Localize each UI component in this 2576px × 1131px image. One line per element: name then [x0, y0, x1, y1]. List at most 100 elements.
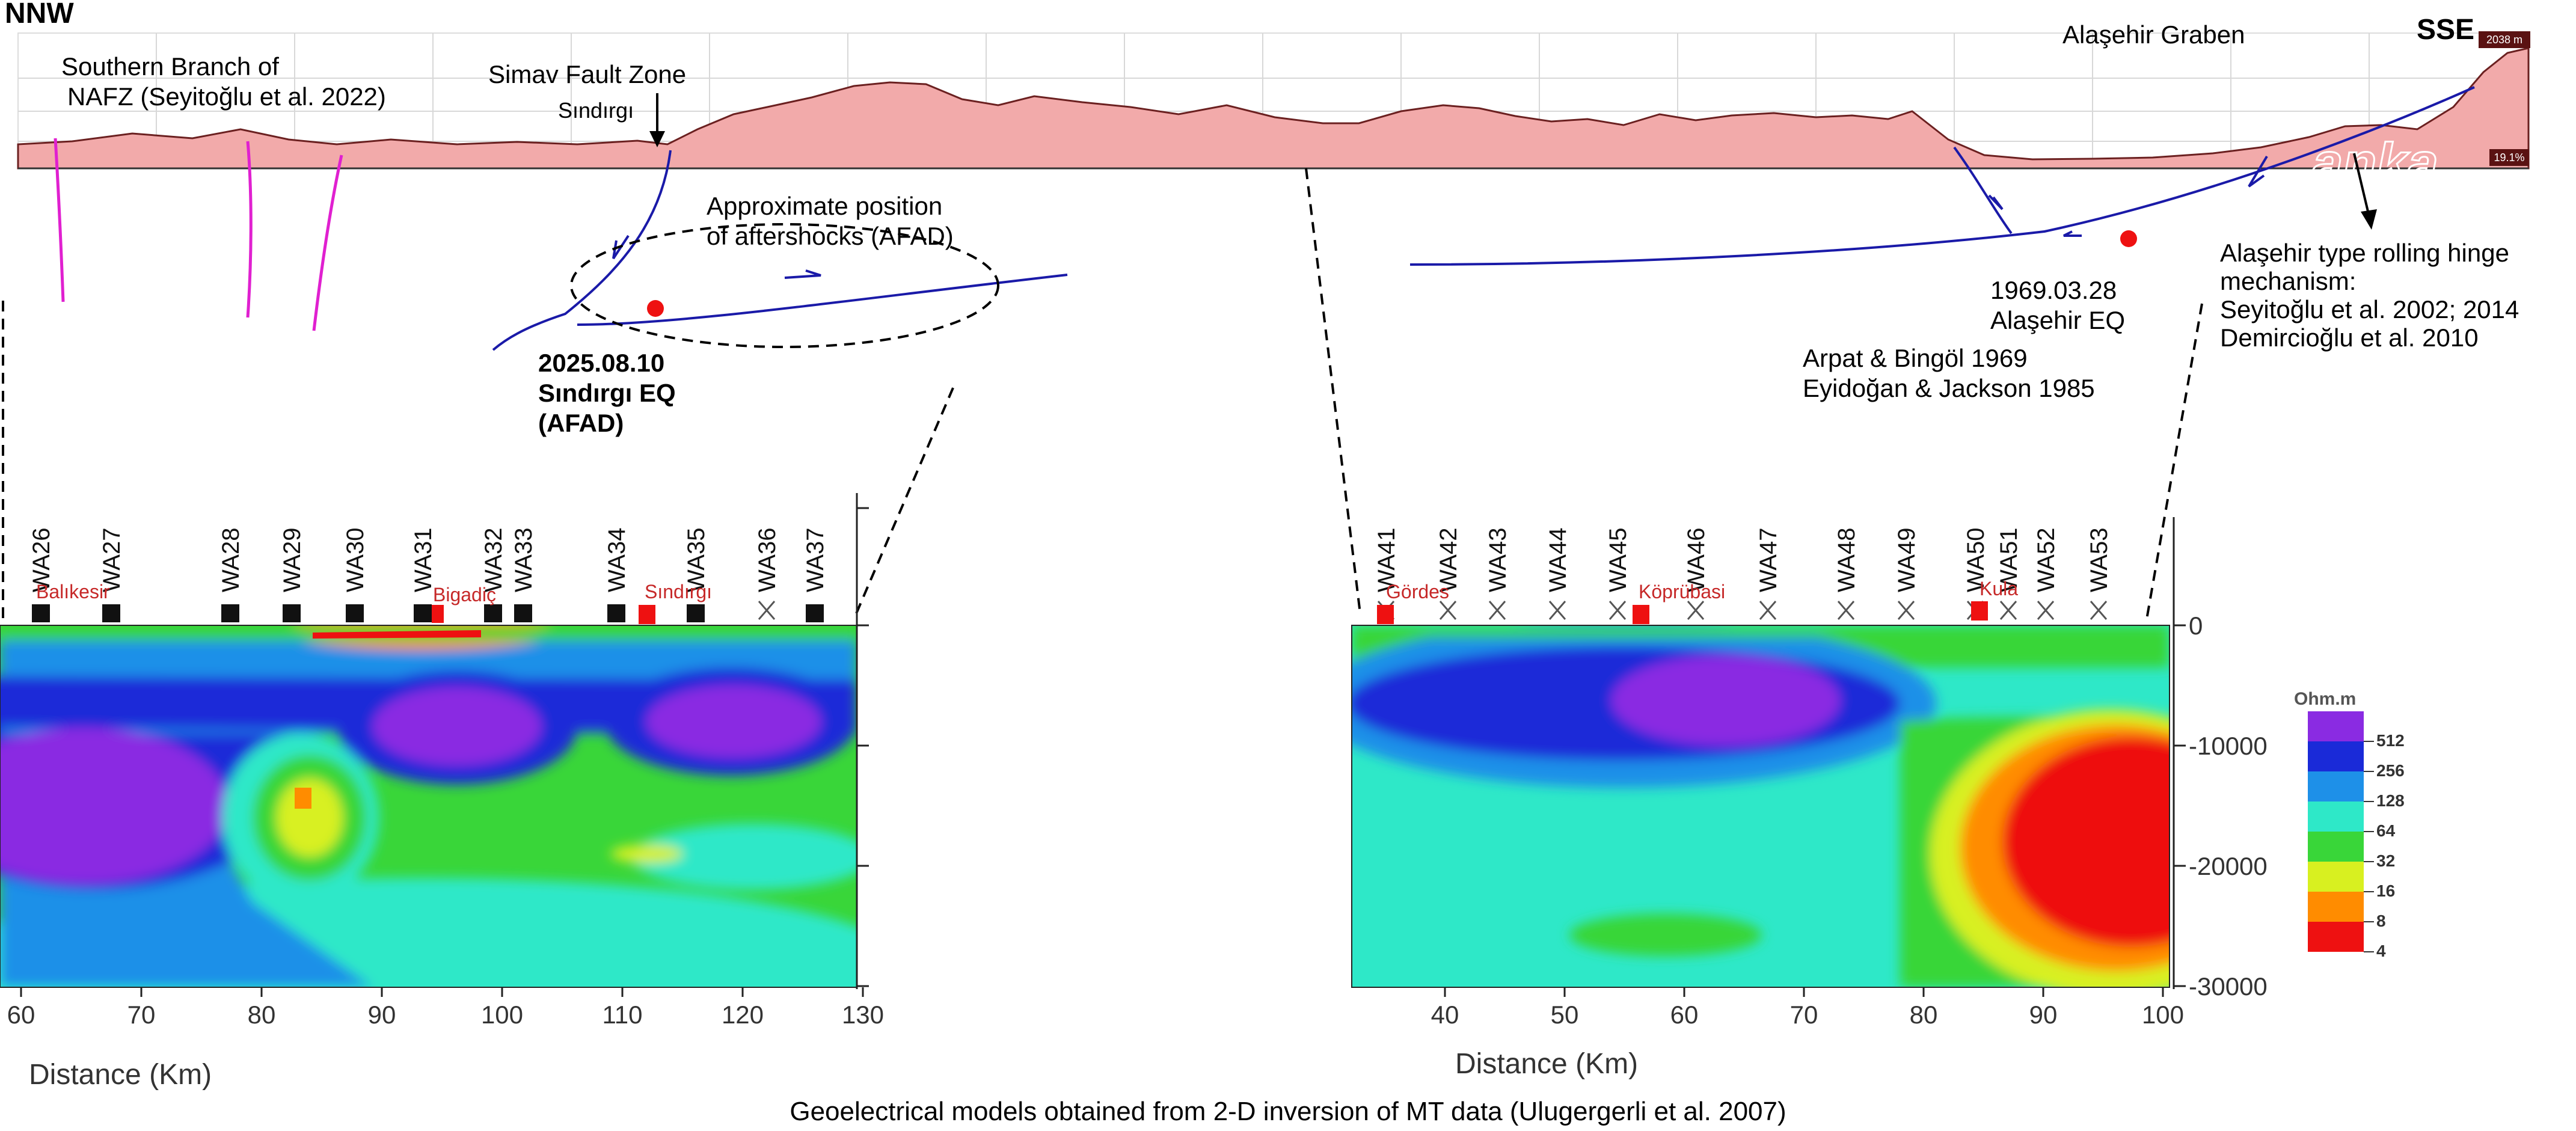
- left-station-marker-wa29: [283, 604, 301, 622]
- right-station-label-wa45: WA45: [1605, 528, 1631, 592]
- sindirgi-eq-name: Sındırgı EQ: [538, 379, 676, 407]
- left-station-label-wa31: WA31: [410, 528, 437, 592]
- nafz-faults: [54, 138, 343, 331]
- left-towns: Balıkesir Bigadiç Sındırgı: [36, 581, 712, 624]
- grade-badge-text: 19.1%: [2494, 152, 2524, 164]
- right-x-tick-100: 100: [2142, 1001, 2184, 1029]
- right-depth-ticks: [2174, 624, 2186, 987]
- sindirgi-topo-label: Sındırgı: [558, 98, 634, 123]
- nafz-label-line2: NAFZ (Seyitoğlu et al. 2022): [67, 82, 386, 111]
- reference-eyidogan: Eyidoğan & Jackson 1985: [1803, 374, 2095, 402]
- right-station-marker-wa48: [1837, 601, 1855, 620]
- right-stations: WA41 WA42 WA43 WA44 WA45 WA46 WA47 WA48 WA49 WA50…: [1373, 528, 2112, 620]
- right-y-tick--20000: -20000: [2189, 852, 2268, 880]
- right-station-label-wa44: WA44: [1545, 528, 1571, 592]
- right-station-label-wa51: WA51: [1996, 528, 2022, 592]
- right-station-label-wa53: WA53: [2086, 528, 2112, 592]
- right-station-label-wa47: WA47: [1755, 528, 1782, 592]
- right-station-label-wa50: WA50: [1963, 528, 1989, 592]
- right-station-label-wa46: WA46: [1683, 528, 1710, 592]
- simav-label: Simav Fault Zone: [488, 60, 686, 88]
- legend-swatch-32: [2308, 832, 2364, 862]
- left-x-tick-80: 80: [248, 1001, 276, 1029]
- legend-label-8: 8: [2376, 912, 2386, 930]
- legend-swatch-8: [2308, 892, 2364, 922]
- legend-label-16: 16: [2376, 881, 2395, 900]
- right-station-marker-wa45: [1608, 601, 1627, 620]
- right-station-label-wa41: WA41: [1373, 528, 1400, 592]
- legend-swatch-16: [2308, 862, 2364, 892]
- left-station-label-wa32: WA32: [480, 528, 507, 592]
- hinge-label-line4: Demircioğlu et al. 2010: [2220, 323, 2479, 352]
- left-station-marker-wa37: [806, 604, 824, 622]
- left-x-tick-100: 100: [481, 1001, 523, 1029]
- left-depth-ticks: [857, 507, 869, 987]
- left-station-marker-wa31: [414, 604, 432, 622]
- left-x-tick-70: 70: [127, 1001, 156, 1029]
- right-station-marker-wa52: [2037, 601, 2055, 620]
- legend-title: Ohm.m: [2294, 689, 2356, 709]
- legend-swatch-128: [2308, 771, 2364, 802]
- reference-arpat: Arpat & Bingöl 1969: [1803, 344, 2028, 372]
- section-connectors: [2, 168, 2203, 622]
- left-station-marker-wa27: [102, 604, 120, 622]
- right-towns: Gördes Köprübasi Kula: [1377, 578, 2018, 624]
- direction-left: NNW: [5, 0, 74, 29]
- right-station-label-wa42: WA42: [1435, 528, 1462, 592]
- left-resistivity-model: [0, 625, 857, 987]
- blue-faults: [492, 86, 2475, 351]
- left-xlabel: Distance (Km): [29, 1059, 212, 1091]
- left-x-axis: 60 70 80 90 100 110 120 130: [7, 987, 884, 1029]
- aftershock-label-line1: Approximate position: [707, 192, 942, 220]
- elevation-badge-text: 2038 m: [2486, 34, 2522, 46]
- legend-swatch-4: [2308, 922, 2364, 952]
- nafz-label-line1: Southern Branch of: [61, 52, 279, 81]
- elevation-badge: [2479, 31, 2530, 48]
- right-x-tick-80: 80: [1910, 1001, 1938, 1029]
- town-bigadic: Bigadiç: [433, 584, 496, 605]
- hinge-label-line2: mechanism:: [2220, 267, 2356, 295]
- sindirgi-arrow: [649, 93, 665, 147]
- left-station-label-wa34: WA34: [604, 528, 630, 592]
- legend-label-256: 256: [2376, 761, 2405, 780]
- hinge-arrow: [2353, 153, 2377, 230]
- topographic-profile: 2038 m 19.1% anka: [17, 31, 2530, 195]
- right-plot-frame: [1351, 625, 2170, 988]
- right-station-marker-wa43: [1488, 601, 1506, 620]
- alasehir-eq-date: 1969.03.28: [1990, 276, 2117, 304]
- hinge-label-line1: Alaşehir type rolling hinge: [2220, 239, 2509, 267]
- left-x-tick-60: 60: [7, 1001, 35, 1029]
- left-station-label-wa26: WA26: [28, 528, 55, 592]
- left-station-label-wa36: WA36: [754, 528, 780, 592]
- legend-swatch-512: [2308, 711, 2364, 741]
- legend-swatch-64: [2308, 802, 2364, 832]
- right-station-marker-wa51: [1999, 601, 2017, 620]
- right-x-tick-50: 50: [1551, 1001, 1579, 1029]
- left-station-label-wa37: WA37: [802, 528, 829, 592]
- right-station-marker-wa44: [1548, 601, 1566, 620]
- left-x-tick-110: 110: [603, 1001, 643, 1029]
- right-x-axis: 40 50 60 70 80 90 100: [1431, 987, 2184, 1029]
- left-station-label-wa33: WA33: [511, 528, 537, 592]
- right-x-tick-60: 60: [1670, 1001, 1699, 1029]
- left-x-tick-130: 130: [842, 1001, 884, 1029]
- figure-caption: Geoelectrical models obtained from 2-D i…: [790, 1097, 1786, 1126]
- left-station-label-wa30: WA30: [342, 528, 369, 592]
- graben-label: Alaşehir Graben: [2062, 20, 2245, 49]
- right-y-tick--10000: -10000: [2189, 732, 2268, 760]
- right-station-label-wa49: WA49: [1894, 528, 1920, 592]
- town-balikesir: Balıkesir: [36, 581, 110, 602]
- sindirgi-eq-source: (AFAD): [538, 409, 624, 437]
- right-resistivity-model: [1352, 625, 2170, 987]
- town-kula: Kula: [1980, 578, 2018, 599]
- town-gordes: Gördes: [1386, 581, 1449, 602]
- left-station-label-wa28: WA28: [218, 528, 244, 592]
- left-station-marker-wa36: [758, 601, 776, 620]
- left-stations: WA26 WA27 WA28 WA29 WA30 WA31 WA32 WA33 WA34 WA35…: [28, 528, 829, 622]
- left-station-marker-wa26: [32, 604, 50, 622]
- left-station-label-wa29: WA29: [279, 528, 305, 592]
- watermark-logo: anka: [2312, 132, 2438, 194]
- right-station-marker-wa46: [1687, 601, 1705, 620]
- right-x-tick-90: 90: [2029, 1001, 2058, 1029]
